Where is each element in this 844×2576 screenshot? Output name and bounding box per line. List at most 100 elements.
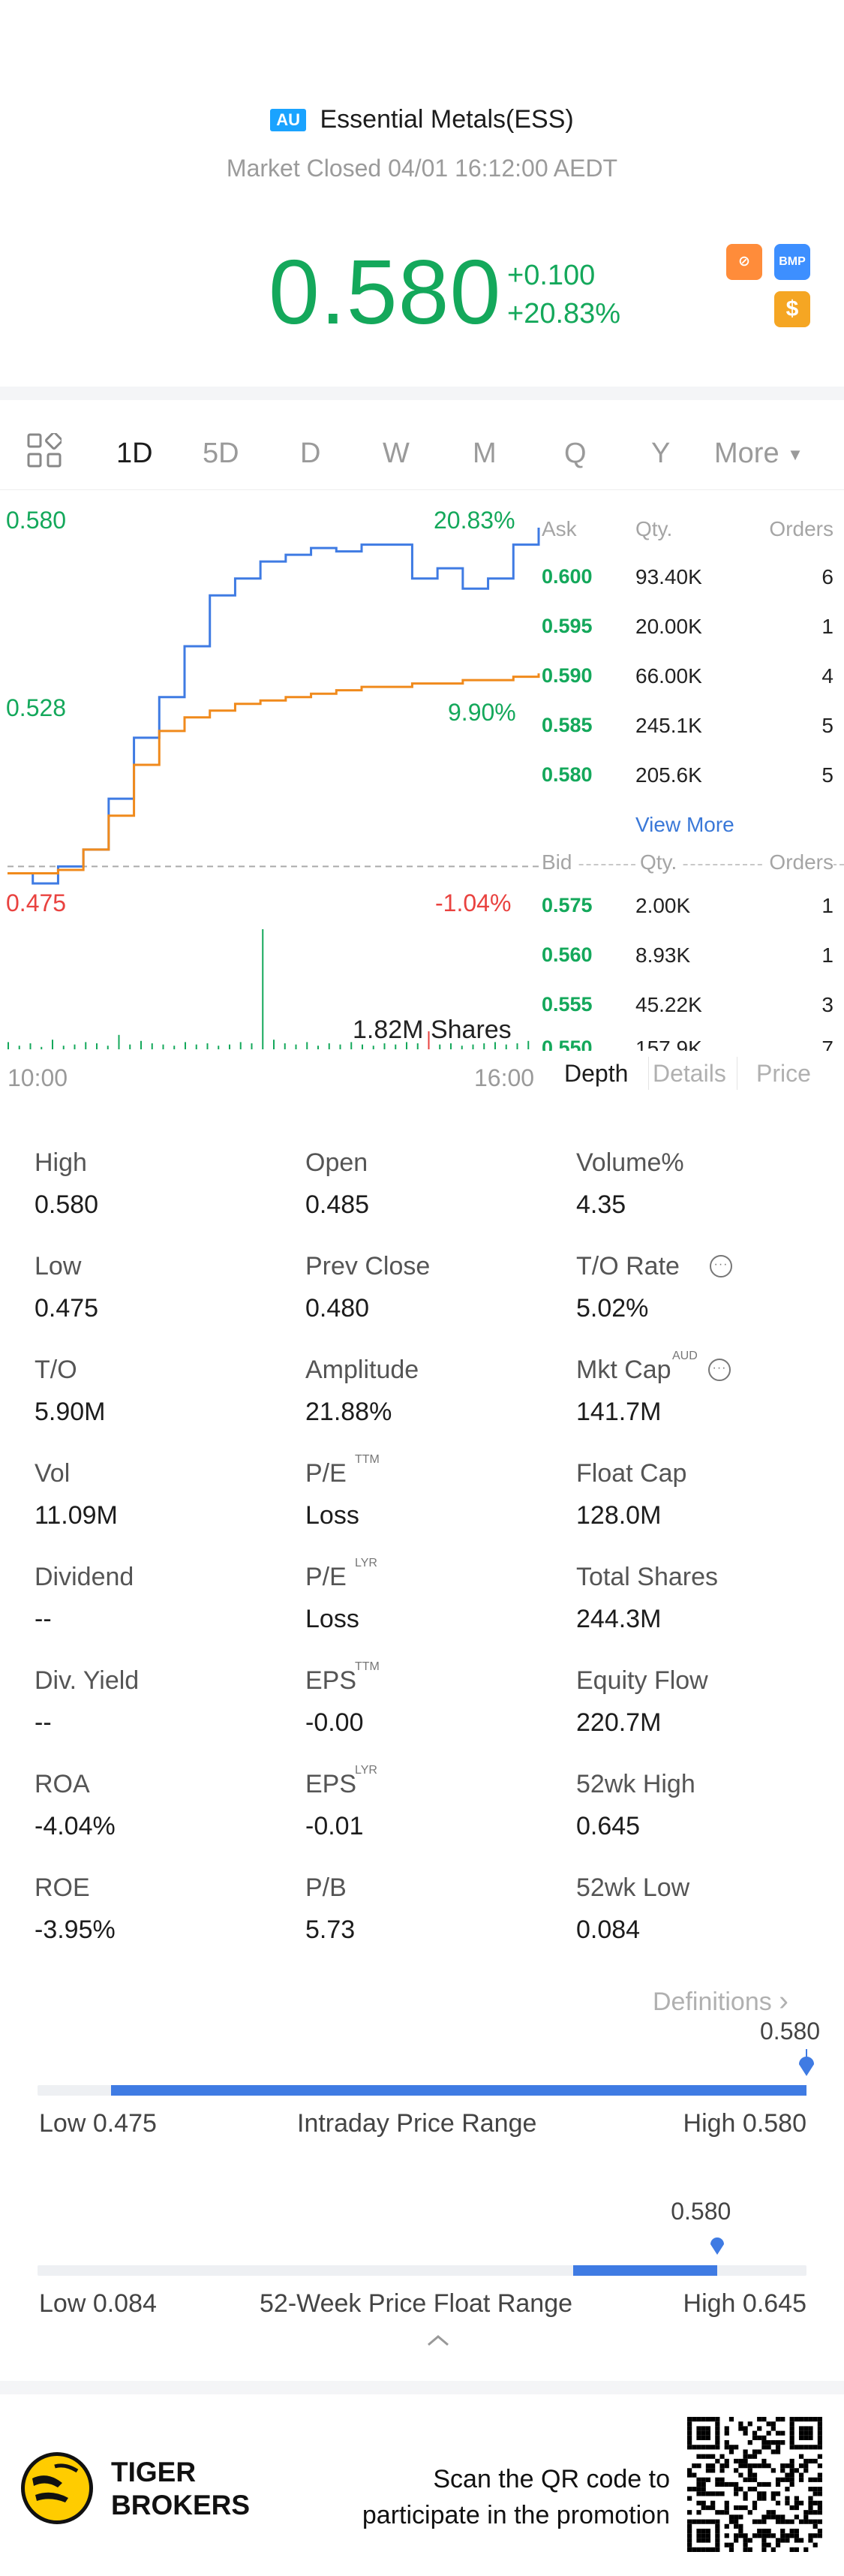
tab-5d[interactable]: 5D bbox=[203, 438, 239, 469]
ask-header: Ask bbox=[542, 517, 577, 540]
stat-value: 0.580 bbox=[35, 1190, 99, 1219]
stat-value: 0.084 bbox=[576, 1915, 641, 1944]
volume-bar bbox=[295, 1044, 297, 1049]
volume-bar bbox=[483, 1043, 485, 1049]
stat-label: Volume% bbox=[576, 1148, 684, 1177]
bid-row: 0.560 8.93K 1 bbox=[542, 943, 844, 993]
volume-bar bbox=[29, 1043, 32, 1049]
footer-divider bbox=[0, 2381, 844, 2394]
stat-eps-ttm: EPS TTM -0.00 bbox=[305, 1660, 553, 1764]
bid-orders-header: Orders bbox=[764, 850, 833, 874]
view-more-link[interactable]: View More bbox=[635, 813, 734, 836]
no-short-icon[interactable]: ⊘ bbox=[726, 244, 762, 280]
volume-bar bbox=[52, 1040, 53, 1049]
tab-more-label: More bbox=[714, 438, 779, 469]
stat-div-yield: Div. Yield -- bbox=[35, 1666, 282, 1764]
ask-qty: 20.00K bbox=[635, 615, 702, 638]
stat-volume-pct: Volume% 4.35 bbox=[576, 1148, 824, 1246]
info-icon[interactable]: ··· bbox=[708, 1359, 731, 1381]
brand-line2: BROKERS bbox=[111, 2490, 251, 2521]
tab-w[interactable]: W bbox=[383, 438, 410, 469]
stat-roe: ROE -3.95% bbox=[35, 1873, 282, 1971]
stat-label: Amplitude bbox=[305, 1356, 419, 1384]
pct-label-bottom: -1.04% bbox=[435, 889, 512, 916]
ask-orders: 5 bbox=[821, 714, 833, 737]
range-title: Intraday Price Range bbox=[297, 2109, 537, 2138]
volume-bar bbox=[306, 1042, 308, 1049]
range-high-label: High 0.580 bbox=[683, 2109, 806, 2138]
stock-title[interactable]: Essential Metals(ESS) bbox=[320, 105, 574, 134]
tab-d[interactable]: D bbox=[300, 438, 321, 469]
volume-bar bbox=[472, 1044, 474, 1049]
volume-label: 1.82M Shares bbox=[353, 1016, 512, 1044]
chevron-right-icon: › bbox=[779, 1985, 788, 2017]
stat-value: 5.02% bbox=[576, 1294, 649, 1323]
region-badge: AU bbox=[270, 108, 307, 131]
ask-row: 0.590 66.00K 4 bbox=[542, 664, 844, 714]
volume-bar bbox=[416, 1043, 419, 1049]
order-book: Ask Qty. Orders 0.600 93.40K 6 0.595 20.… bbox=[542, 490, 844, 1051]
ttm-superscript: TTM bbox=[355, 1660, 380, 1673]
chart-layout-icon[interactable] bbox=[27, 433, 62, 468]
range-fill bbox=[111, 2085, 806, 2096]
volume-bar bbox=[85, 1042, 87, 1049]
stat-label: Float Cap bbox=[576, 1459, 687, 1488]
stat-label: 52wk Low bbox=[576, 1873, 690, 1902]
definitions-link[interactable]: Definitions › bbox=[653, 1985, 788, 2018]
volume-bar bbox=[372, 1046, 374, 1049]
tab-q[interactable]: Q bbox=[564, 438, 587, 469]
tab-details[interactable]: Details bbox=[653, 1060, 726, 1087]
volume-bar bbox=[362, 1044, 363, 1049]
chevron-up-icon[interactable] bbox=[425, 2333, 451, 2348]
stat-value: 5.73 bbox=[305, 1915, 356, 1944]
ask-qty: 245.1K bbox=[635, 714, 702, 737]
stat-52wk-high: 52wk High 0.645 bbox=[576, 1770, 824, 1867]
bid-qty: 8.93K bbox=[635, 943, 691, 967]
info-icon[interactable]: ··· bbox=[710, 1255, 732, 1277]
y-label-mid: 0.528 bbox=[6, 694, 67, 721]
bid-price: 0.555 bbox=[542, 993, 593, 1016]
bid-row: 0.575 2.00K 1 bbox=[542, 894, 844, 943]
volume-bar bbox=[74, 1044, 76, 1049]
ask-price: 0.580 bbox=[542, 763, 593, 786]
bid-qty: 2.00K bbox=[635, 894, 691, 917]
volume-bar bbox=[516, 1043, 518, 1049]
stat-label: Vol bbox=[35, 1459, 71, 1488]
volume-bar bbox=[107, 1046, 109, 1049]
volume-bar bbox=[41, 1046, 43, 1049]
brand-name: TIGER BROKERS bbox=[111, 2456, 250, 2523]
tab-depth[interactable]: Depth bbox=[564, 1060, 629, 1087]
stat-label: EPS bbox=[305, 1770, 357, 1798]
tab-1d[interactable]: 1D bbox=[116, 438, 153, 469]
volume-bar bbox=[118, 1034, 120, 1049]
volume-bar bbox=[162, 1044, 164, 1049]
volume-bar bbox=[284, 1043, 286, 1049]
pct-label-mid: 9.90% bbox=[448, 699, 516, 726]
tab-price[interactable]: Price bbox=[756, 1060, 811, 1087]
bid-orders: 1 bbox=[821, 894, 833, 917]
volume-bar bbox=[195, 1044, 197, 1049]
volume-bar bbox=[173, 1046, 176, 1049]
x-label-start: 10:00 bbox=[8, 1064, 68, 1091]
intraday-range: 0.580 Low 0.475 Intraday Price Range Hig… bbox=[38, 2012, 820, 2147]
volume-bar bbox=[239, 1042, 242, 1049]
tab-y[interactable]: Y bbox=[651, 438, 671, 469]
y-label-bottom: 0.475 bbox=[6, 889, 67, 916]
tab-more[interactable]: More ▼ bbox=[714, 438, 803, 470]
stat-volume: Vol 11.09M bbox=[35, 1459, 282, 1557]
stat-float-cap: Float Cap 128.0M bbox=[576, 1459, 824, 1557]
tab-m[interactable]: M bbox=[473, 438, 497, 469]
dollar-icon[interactable]: $ bbox=[774, 291, 810, 327]
stat-value: -4.04% bbox=[35, 1812, 116, 1840]
ask-orders: 5 bbox=[821, 763, 833, 787]
bid-qty: 157.9K bbox=[635, 1037, 702, 1051]
qr-code-icon[interactable] bbox=[687, 2417, 822, 2552]
stat-label: T/O Rate bbox=[576, 1252, 680, 1280]
volume-bar bbox=[439, 1044, 441, 1049]
bid-qty: 45.22K bbox=[635, 993, 702, 1016]
promo-line2: participate in the promotion bbox=[362, 2500, 670, 2529]
intraday-chart[interactable]: 0.580 0.528 0.475 20.83% 9.90% -1.04% 1.… bbox=[0, 490, 542, 1091]
stat-dividend: Dividend -- bbox=[35, 1563, 282, 1660]
bmp-icon[interactable]: BMP bbox=[774, 244, 810, 280]
stat-label: 52wk High bbox=[576, 1770, 695, 1798]
